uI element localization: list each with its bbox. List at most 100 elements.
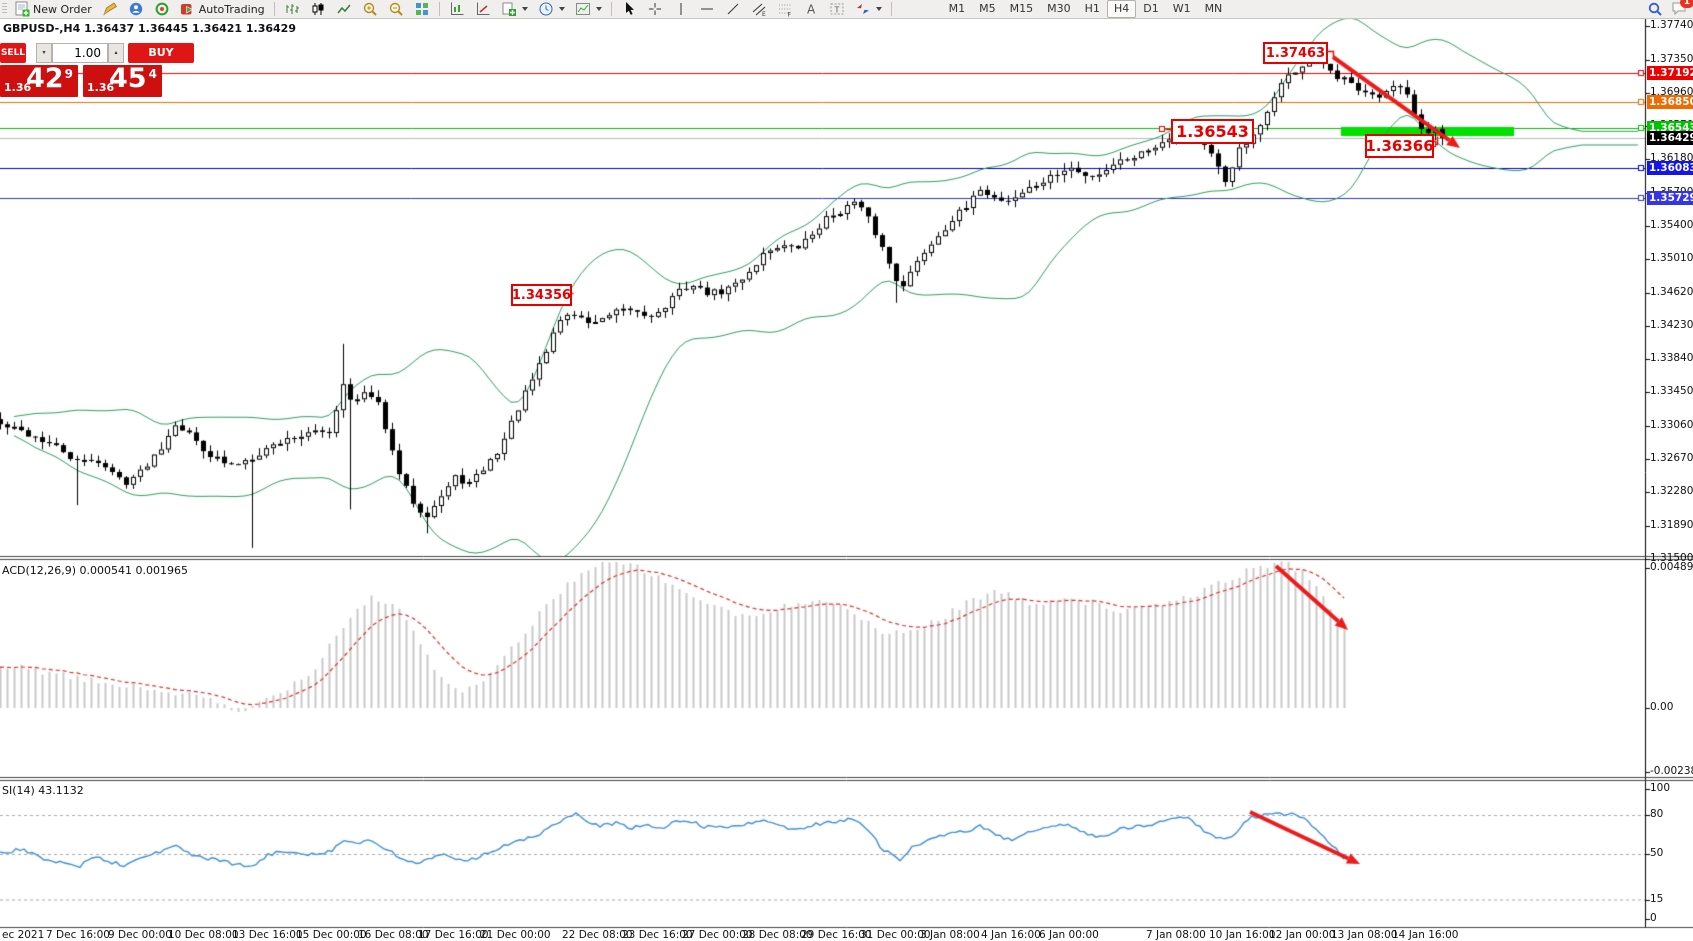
add-indicator-icon: [501, 1, 517, 17]
price-line-label[interactable]: 1.36850: [1647, 95, 1693, 109]
price-axis-tick: 1.34230: [1650, 319, 1693, 331]
timeframe-h4-button[interactable]: H4: [1106, 0, 1137, 18]
zoom-out-button[interactable]: [383, 0, 409, 19]
crosshair-icon: [647, 1, 663, 17]
buy-price-prefix: 1.36: [87, 81, 115, 94]
timeframe-mn-button[interactable]: MN: [1204, 2, 1223, 15]
time-axis-label: 16 Dec 08:00: [358, 929, 429, 941]
macd-axis-tick: 0.004899: [1650, 561, 1693, 573]
macd-indicator-label: ACD(12,26,9) 0.000541 0.001965: [2, 564, 189, 577]
fibonacci-tool-button[interactable]: F: [772, 0, 798, 19]
price-annotation[interactable]: 1.36543: [1171, 119, 1254, 144]
timeframe-m1-button[interactable]: M1: [948, 2, 966, 15]
bar-chart-button[interactable]: [279, 0, 305, 19]
price-axis-tick: 1.31890: [1650, 519, 1693, 531]
time-axis-label: 28 Dec 08:00: [742, 929, 813, 941]
price-annotation[interactable]: 1.36366: [1365, 134, 1434, 158]
tile-windows-icon: [414, 1, 430, 17]
timeframe-d1-button[interactable]: D1: [1143, 2, 1159, 15]
svg-text:A: A: [807, 3, 816, 17]
volume-decrease-button[interactable]: ▾: [36, 43, 52, 63]
sell-price-display[interactable]: 1.36 42 9: [0, 63, 78, 97]
price-axis-tick: 1.35010: [1650, 252, 1693, 264]
arrows-tool-button[interactable]: [850, 0, 887, 19]
time-axis-label: 17 Dec 16:00: [418, 929, 489, 941]
volume-increase-button[interactable]: ▴: [108, 43, 124, 63]
indicator-window-button[interactable]: [444, 0, 470, 19]
dropdown-caret: [875, 7, 882, 11]
one-click-trading-panel: SELL ▾ ▴ BUY 1.36 42 9 1.36 45 4: [0, 41, 196, 98]
metaeditor-button[interactable]: [97, 0, 123, 19]
timeframe-w1-button[interactable]: W1: [1172, 2, 1191, 15]
timeframe-m30-button[interactable]: M30: [1047, 2, 1071, 15]
trendline-tool-button[interactable]: [720, 0, 746, 19]
time-axis-label: 27 Dec 00:00: [682, 929, 753, 941]
time-axis-label: 23 Dec 16:00: [622, 929, 693, 941]
rsi-axis-tick: 100: [1650, 782, 1671, 794]
price-axis-tick: 1.37740: [1650, 19, 1693, 31]
period-button[interactable]: [533, 0, 570, 19]
tile-windows-button[interactable]: [409, 0, 435, 19]
time-axis-label: 13 Jan 08:00: [1331, 929, 1398, 941]
horizontal-line-icon: [699, 1, 715, 17]
time-axis-label: 10 Jan 16:00: [1209, 929, 1276, 941]
channel-tool-button[interactable]: E: [746, 0, 772, 19]
template-button[interactable]: [570, 0, 607, 19]
price-line-label[interactable]: 1.35729: [1647, 191, 1693, 205]
price-annotation[interactable]: 1.34356: [511, 284, 572, 306]
time-axis-label: 7 Dec 16:00: [46, 929, 110, 941]
timeframe-m15-button[interactable]: M15: [1009, 2, 1034, 15]
new-order-label: New Order: [33, 2, 92, 16]
buy-button[interactable]: BUY: [128, 43, 194, 63]
price-axis-tick: 1.33060: [1650, 419, 1693, 431]
indicator-line-button[interactable]: [470, 0, 496, 19]
notifications-button[interactable]: 1: [1671, 0, 1693, 19]
rsi-axis-tick: 15: [1650, 893, 1664, 905]
zoom-in-button[interactable]: [357, 0, 383, 19]
sell-price-prefix: 1.36: [4, 81, 32, 94]
horizontal-line-tool-button[interactable]: [694, 0, 720, 19]
rsi-indicator-label: SI(14) 43.1132: [2, 784, 84, 797]
new-order-icon: [14, 1, 30, 17]
crayon-icon: [102, 1, 118, 17]
vertical-line-tool-button[interactable]: [668, 0, 694, 19]
toolbar-grip[interactable]: [2, 3, 7, 15]
price-line-label[interactable]: 1.36083: [1647, 161, 1693, 175]
text-tool-button[interactable]: A: [798, 0, 824, 19]
add-indicator-button[interactable]: [496, 0, 533, 19]
new-order-button[interactable]: New Order: [9, 0, 97, 19]
dropdown-caret: [521, 7, 528, 11]
price-axis-tick: 1.33450: [1650, 385, 1693, 397]
label-tool-button[interactable]: T: [824, 0, 850, 19]
price-annotation[interactable]: 1.37463: [1263, 42, 1328, 64]
sell-price-sup: 9: [64, 67, 73, 81]
buy-price-display[interactable]: 1.36 45 4: [83, 63, 162, 97]
price-line-label[interactable]: 1.36429: [1647, 131, 1693, 145]
community-button[interactable]: [123, 0, 149, 19]
timeframe-group: M1 M5 M15 M30 H1 H4 D1 W1 MN: [942, 0, 1230, 18]
volume-input[interactable]: [52, 43, 108, 63]
cursor-tool-button[interactable]: [616, 0, 642, 19]
toolbar: New Order AutoTrading E F A T M1: [0, 0, 1693, 19]
text-label-icon: T: [829, 1, 845, 17]
autotrading-button[interactable]: AutoTrading: [175, 0, 270, 19]
timeframe-m5-button[interactable]: M5: [979, 2, 996, 15]
signals-button[interactable]: [149, 0, 175, 19]
zoom-out-icon: [388, 1, 404, 17]
buy-price-sup: 4: [148, 67, 157, 81]
crosshair-tool-button[interactable]: [642, 0, 668, 19]
candlestick-chart-button[interactable]: [305, 0, 331, 19]
autotrading-icon: [180, 1, 196, 17]
rsi-axis-tick: 50: [1650, 847, 1664, 859]
timeframe-h1-button[interactable]: H1: [1084, 2, 1100, 15]
buy-price-big: 45: [109, 63, 147, 94]
rsi-axis-tick: 0: [1650, 912, 1657, 924]
time-axis-label: 13 Dec 16:00: [232, 929, 303, 941]
search-icon[interactable]: [1647, 1, 1663, 17]
person-icon: [128, 1, 144, 17]
sell-button[interactable]: SELL: [0, 43, 26, 63]
price-line-label[interactable]: 1.37192: [1647, 66, 1693, 80]
line-chart-button[interactable]: [331, 0, 357, 19]
symbol-ohlc-label: GBPUSD-,H4 1.36437 1.36445 1.36421 1.364…: [3, 22, 296, 35]
